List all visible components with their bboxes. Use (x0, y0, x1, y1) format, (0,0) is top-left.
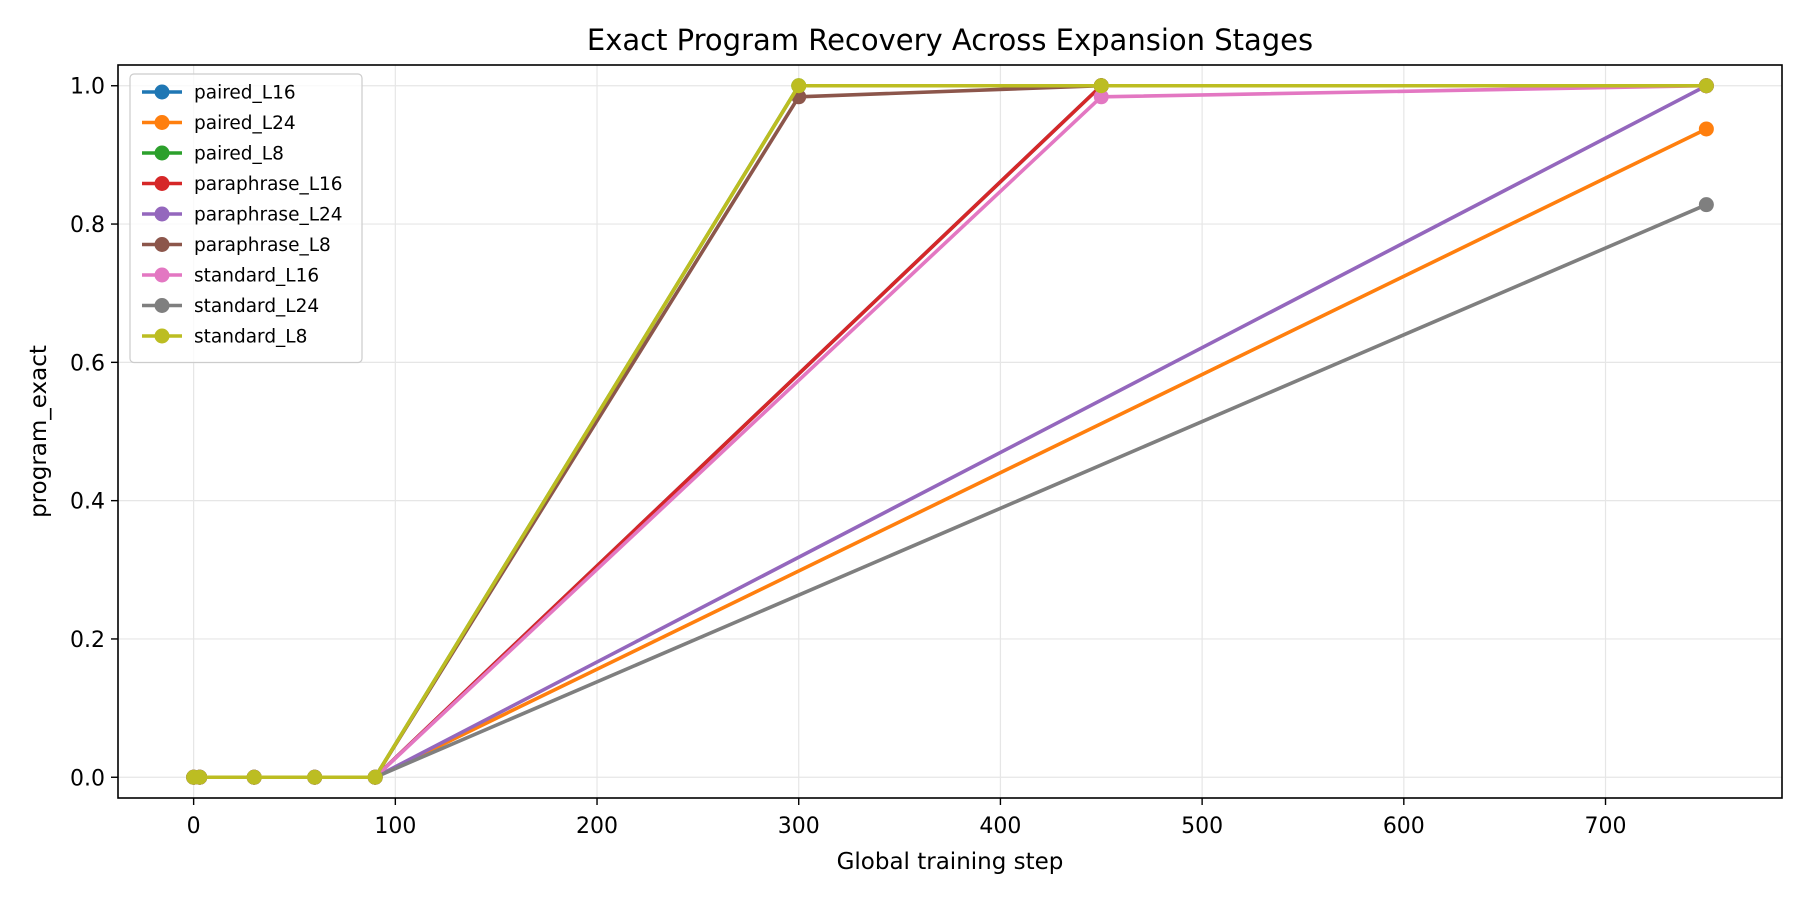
series-paraphrase_L16 (186, 78, 1714, 785)
legend-swatch-marker (154, 237, 170, 252)
x-tick-label: 300 (778, 814, 820, 839)
legend-swatch-marker (154, 328, 170, 344)
legend-item-standard_L8: standard_L8 (142, 327, 307, 348)
y-tick-label: 0.8 (70, 213, 105, 238)
series-layer (186, 78, 1714, 785)
chart-title: Exact Program Recovery Across Expansion … (587, 23, 1313, 57)
y-tick-label: 0.4 (70, 490, 105, 515)
legend-label: paraphrase_L8 (194, 235, 331, 256)
series-paired_L16 (186, 78, 1714, 785)
data-point-paired_L24 (1698, 121, 1714, 137)
series-paraphrase_L24 (186, 78, 1714, 785)
y-axis-label: program_exact (26, 345, 52, 518)
series-line-paired_L8 (191, 83, 1709, 780)
legend-label: standard_L8 (194, 327, 307, 348)
legend-box (129, 73, 363, 364)
legend-item-standard_L24: standard_L24 (142, 296, 319, 317)
series-line-standard_L8 (191, 83, 1709, 780)
series-line-paraphrase_L8 (191, 83, 1709, 780)
legend-item-standard_L16: standard_L16 (142, 266, 319, 287)
series-standard_L16 (186, 78, 1714, 785)
legend-item-paired_L24: paired_L24 (142, 113, 296, 134)
legend-item-paraphrase_L16: paraphrase_L16 (142, 174, 343, 195)
legend-label: standard_L24 (194, 296, 319, 317)
series-paired_L8 (186, 78, 1714, 785)
data-point-standard_L8 (246, 769, 262, 785)
x-axis-label: Global training step (837, 849, 1064, 875)
y-tick-label: 0.2 (70, 628, 105, 653)
series-line-paraphrase_L16 (191, 83, 1709, 780)
legend-swatch-marker (154, 267, 170, 283)
legend-label: paired_L16 (194, 83, 296, 104)
data-point-standard_L8 (367, 769, 383, 785)
legend-swatch-marker (154, 145, 170, 161)
x-tick-label: 100 (374, 814, 416, 839)
data-point-standard_L24 (1698, 197, 1714, 213)
legend-label: paired_L8 (194, 144, 284, 165)
legend-item-paired_L16: paired_L16 (142, 83, 296, 104)
legend-label: paraphrase_L16 (194, 174, 343, 195)
series-paired_L24 (186, 121, 1714, 785)
x-tick-label: 600 (1383, 814, 1425, 839)
y-tick-label: 0.0 (70, 766, 105, 791)
legend-label: paired_L24 (194, 113, 296, 134)
x-tick-label: 500 (1181, 814, 1223, 839)
series-paraphrase_L8 (186, 78, 1714, 785)
x-tick-label: 0 (187, 814, 201, 839)
legend-swatch-marker (154, 298, 170, 313)
legend: paired_L16 paired_L24 paired_L8 paraphrase_… (129, 73, 363, 364)
legend-swatch-marker (154, 84, 170, 100)
series-line-paraphrase_L24 (191, 83, 1709, 780)
legend-swatch-marker (154, 206, 170, 222)
ticks-layer: 0 100 200 300 400 500 600 700 0.0 0.2 0.4 0.6 0.8 1.0 (70, 75, 1627, 839)
x-tick-label: 200 (576, 814, 618, 839)
data-point-standard_L8 (1093, 78, 1109, 94)
series-standard_L24 (186, 197, 1714, 785)
x-tick-label: 400 (979, 814, 1021, 839)
series-line-paired_L16 (191, 83, 1709, 780)
legend-item-paraphrase_L24: paraphrase_L24 (142, 205, 343, 226)
legend-label: standard_L16 (194, 266, 319, 287)
data-point-standard_L8 (192, 769, 208, 785)
data-point-standard_L8 (307, 769, 323, 785)
legend-item-paired_L8: paired_L8 (142, 144, 284, 165)
y-tick-label: 0.6 (70, 351, 105, 376)
plot-frame (117, 64, 1783, 799)
legend-swatch-marker (154, 115, 170, 130)
series-line-standard_L24 (191, 202, 1709, 780)
series-standard_L8 (186, 78, 1714, 785)
data-point-standard_L8 (1698, 78, 1714, 94)
legend-swatch-marker (154, 176, 170, 191)
y-tick-label: 1.0 (70, 75, 105, 100)
legend-item-paraphrase_L8: paraphrase_L8 (142, 235, 331, 256)
series-line-standard_L16 (191, 83, 1709, 780)
data-point-standard_L8 (791, 78, 807, 94)
series-line-paired_L24 (191, 127, 1709, 780)
data-point-standard_L16 (1093, 89, 1109, 105)
legend-label: paraphrase_L24 (194, 205, 343, 226)
x-tick-label: 700 (1585, 814, 1627, 839)
